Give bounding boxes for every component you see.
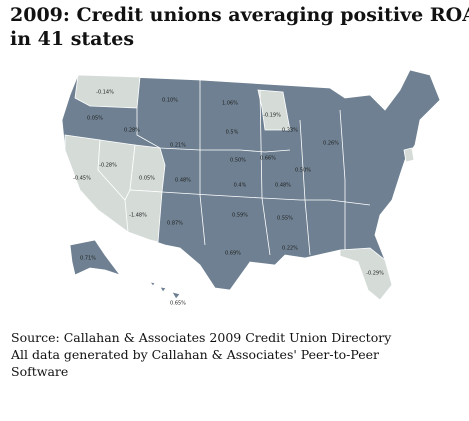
state-border [161, 191, 371, 206]
alaska [69, 239, 122, 276]
state-label: 0.71% [80, 256, 96, 262]
state-border [339, 109, 346, 250]
title: in 41 states [10, 28, 135, 50]
state-negative [339, 247, 393, 301]
state-label: 0.26% [323, 141, 339, 147]
state-label: 0.10% [162, 98, 178, 104]
state-label: 0.50% [295, 168, 311, 174]
state-label: 0.87% [167, 221, 183, 227]
state-label: -0.19% [263, 113, 281, 119]
state-label: 0.69% [225, 251, 241, 257]
hawaii [171, 291, 181, 300]
state-label: 0.55% [277, 216, 293, 222]
state-label: 0.22% [282, 246, 298, 252]
state-label: 0.59% [232, 213, 248, 219]
hawaii [159, 286, 167, 293]
state-negative [74, 74, 141, 109]
state-border [299, 119, 311, 256]
state-label: 0.50% [230, 158, 246, 164]
state-label: -1.48% [129, 213, 147, 219]
note: Software [11, 364, 69, 379]
state-negative [129, 144, 166, 193]
hawaii [149, 281, 156, 287]
state-label: 0.4% [234, 183, 247, 189]
state-label: 0.21% [170, 143, 186, 149]
state-label: -0.45% [73, 176, 91, 182]
state-label: -0.28% [99, 163, 117, 169]
state-border [259, 89, 271, 256]
state-labels: -0.14% 0.05% 0.28% 0.10% 0.21% -0.28% -0.45% 0.… [73, 90, 384, 307]
state-label: 0.05% [139, 176, 155, 182]
state-label: 0.66% [260, 156, 276, 162]
state-label: 1.06% [222, 101, 238, 107]
state-label: 0.33% [282, 128, 298, 134]
state-border [199, 80, 206, 246]
state-label: -0.29% [366, 271, 384, 277]
states [61, 69, 441, 301]
state-negative [257, 89, 291, 131]
state-label: -0.14% [96, 90, 114, 96]
state-label: 0.05% [87, 116, 103, 122]
state-label: 0.48% [275, 183, 291, 189]
title: 2009: Credit unions averaging positive R… [10, 4, 469, 26]
state-negative [403, 147, 415, 163]
state-label: 0.48% [175, 178, 191, 184]
state-label: 0.65% [170, 301, 186, 307]
note: All data generated by Callahan & Associa… [11, 347, 380, 362]
state-label: 0.5% [226, 130, 239, 136]
source: Source: Callahan & Associates 2009 Credi… [11, 330, 392, 345]
state-label: 0.28% [124, 128, 140, 134]
